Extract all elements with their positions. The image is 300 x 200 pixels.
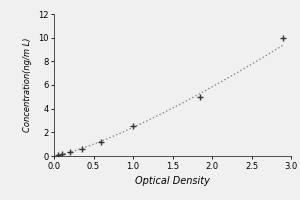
Y-axis label: Concentration(ng/m L): Concentration(ng/m L) — [23, 38, 32, 132]
X-axis label: Optical Density: Optical Density — [135, 176, 210, 186]
